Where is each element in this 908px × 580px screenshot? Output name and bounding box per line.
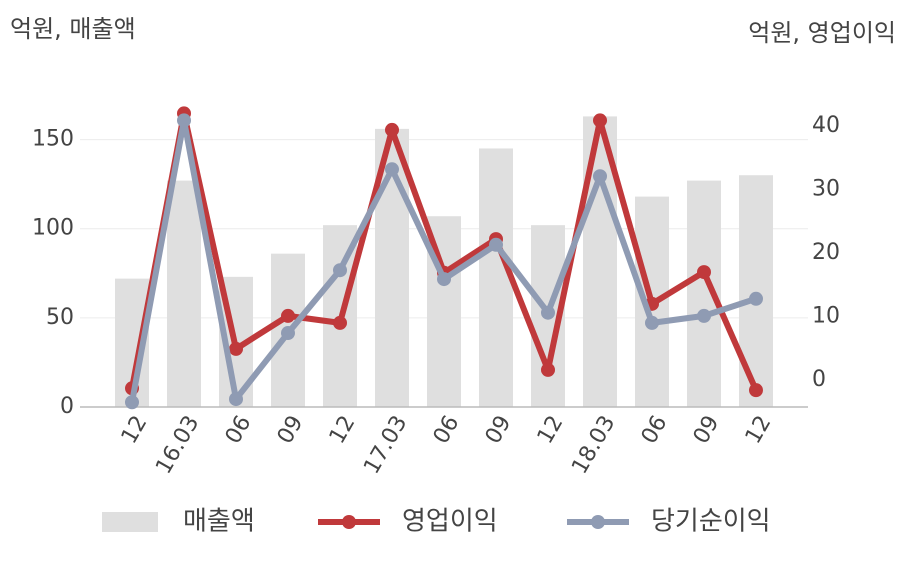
point bbox=[333, 263, 347, 278]
x-tick-label: 16.03 bbox=[151, 412, 204, 479]
bar bbox=[739, 175, 773, 407]
x-tick-label: 06 bbox=[637, 412, 673, 449]
y-axis-label: 억원, 매출액 bbox=[10, 15, 136, 43]
x-tick-label: 17.03 bbox=[359, 412, 412, 479]
point bbox=[697, 308, 711, 323]
point bbox=[281, 308, 295, 323]
y2-tick-label: 30 bbox=[812, 177, 840, 202]
x-tick-label: 12 bbox=[741, 412, 777, 449]
legend-label: 매출액 bbox=[183, 507, 255, 537]
y-tick-label: 150 bbox=[32, 127, 74, 152]
point bbox=[125, 395, 139, 410]
legend-swatch bbox=[591, 515, 605, 529]
point bbox=[749, 291, 763, 306]
x-tick-label: 12 bbox=[117, 412, 153, 449]
y2-axis-label: 억원, 영업이익 bbox=[748, 19, 896, 47]
point bbox=[229, 392, 243, 407]
point bbox=[437, 272, 451, 287]
legend-label: 당기순이익 bbox=[651, 507, 771, 537]
point bbox=[177, 113, 191, 128]
legend-swatch bbox=[342, 515, 356, 529]
point bbox=[229, 341, 243, 356]
y-tick-label: 50 bbox=[46, 305, 74, 330]
y-tick-label: 100 bbox=[32, 216, 74, 241]
point bbox=[541, 362, 555, 377]
bar bbox=[167, 180, 201, 407]
y2-tick-label: 40 bbox=[812, 113, 840, 138]
point bbox=[489, 237, 503, 252]
y2-tick-label: 10 bbox=[812, 304, 840, 329]
y2-tick-label: 0 bbox=[812, 367, 826, 392]
x-tick-label: 12 bbox=[533, 412, 569, 449]
legend-label: 영업이익 bbox=[402, 507, 498, 537]
point bbox=[385, 122, 399, 137]
point bbox=[645, 315, 659, 330]
point bbox=[385, 162, 399, 177]
point bbox=[593, 113, 607, 128]
point bbox=[281, 326, 295, 341]
point bbox=[593, 169, 607, 184]
point bbox=[697, 265, 711, 280]
x-tick-label: 09 bbox=[689, 412, 725, 449]
legend-swatch bbox=[102, 512, 158, 532]
x-tick-label: 12 bbox=[325, 412, 361, 449]
x-tick-label: 18.03 bbox=[567, 412, 620, 479]
x-tick-label: 09 bbox=[273, 412, 309, 449]
point bbox=[749, 383, 763, 398]
x-tick-label: 06 bbox=[221, 412, 257, 449]
bar bbox=[479, 148, 513, 407]
point bbox=[333, 315, 347, 330]
y-tick-label: 0 bbox=[60, 394, 74, 419]
x-tick-label: 06 bbox=[429, 412, 465, 449]
point bbox=[541, 305, 555, 320]
y2-tick-label: 20 bbox=[812, 240, 840, 265]
x-tick-label: 09 bbox=[481, 412, 517, 449]
